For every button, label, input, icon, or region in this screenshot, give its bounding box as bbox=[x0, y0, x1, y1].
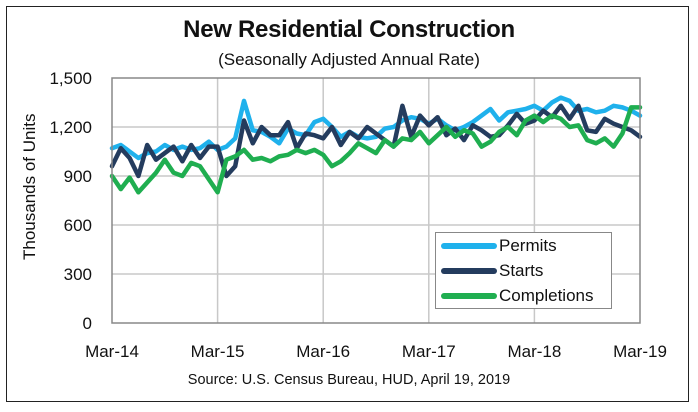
chart-frame bbox=[6, 6, 689, 402]
legend-label-starts: Starts bbox=[499, 261, 544, 280]
legend-label-permits: Permits bbox=[499, 236, 557, 255]
series-lines bbox=[109, 95, 643, 195]
legend-item-completions: Completions bbox=[441, 284, 594, 308]
legend-item-permits: Permits bbox=[441, 234, 557, 258]
legend-swatch-completions bbox=[441, 293, 497, 299]
source-note: Source: U.S. Census Bureau, HUD, April 1… bbox=[187, 372, 511, 388]
legend: Permits Starts Completions bbox=[435, 232, 612, 309]
chart-title: New Residential Construction bbox=[183, 16, 515, 43]
y-tick-label: 1,500 bbox=[49, 69, 92, 88]
y-tick-label: 300 bbox=[64, 265, 92, 284]
x-tick-label: Mar-19 bbox=[613, 342, 667, 361]
x-tick-label: Mar-17 bbox=[402, 342, 456, 361]
x-tick-label: Mar-15 bbox=[191, 342, 245, 361]
plot-area-border bbox=[111, 77, 641, 324]
y-tick-label: 600 bbox=[64, 216, 92, 235]
y-tick-label: 1,200 bbox=[49, 118, 92, 137]
legend-swatch-permits bbox=[441, 243, 497, 249]
y-tick-label: 900 bbox=[64, 167, 92, 186]
legend-swatch-starts bbox=[441, 268, 497, 274]
y-tick-labels: 0 300 600 900 1,200 1,500 bbox=[49, 69, 92, 333]
series-line-completions bbox=[109, 105, 643, 195]
legend-label-completions: Completions bbox=[499, 286, 594, 305]
x-tick-label: Mar-18 bbox=[507, 342, 561, 361]
series-line-permits bbox=[109, 95, 643, 161]
chart-subtitle: (Seasonally Adjusted Annual Rate) bbox=[218, 50, 480, 69]
x-tick-label: Mar-14 bbox=[85, 342, 139, 361]
x-tick-label: Mar-16 bbox=[296, 342, 350, 361]
x-tick-labels: Mar-14 Mar-15 Mar-16 Mar-17 Mar-18 Mar-19 bbox=[85, 342, 667, 361]
y-tick-label: 0 bbox=[83, 314, 92, 333]
legend-item-starts: Starts bbox=[441, 259, 543, 283]
